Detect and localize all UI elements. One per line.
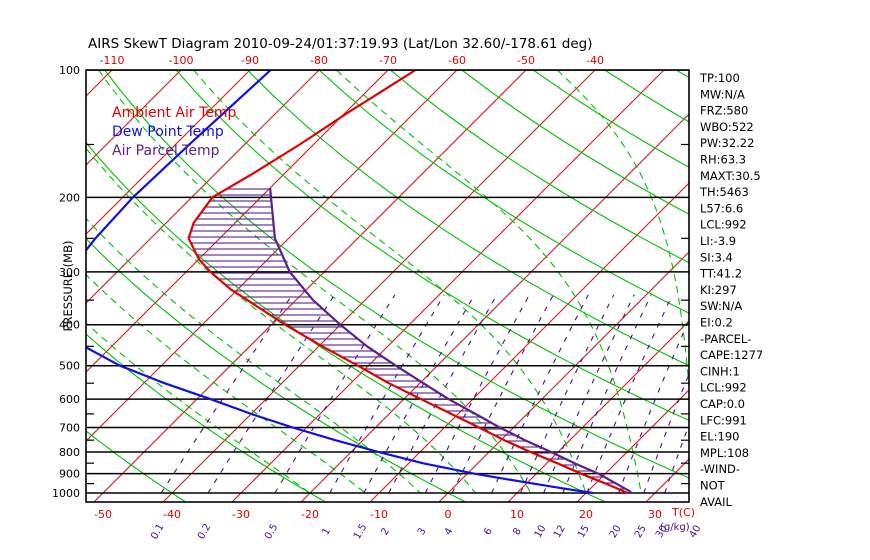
parameter-wbo: WBO:522 [700, 120, 754, 134]
top-temperature-tick-labels: -110 -100 -90 -80 -70 -60 -50 -40 [100, 54, 604, 67]
mixing-ratio-tick: 6 [482, 526, 495, 537]
top-temp-tick: -100 [169, 54, 194, 67]
parameter-l57: L57:6.6 [700, 201, 743, 215]
parameter-li: LI:-3.9 [700, 234, 736, 248]
pressure-tick-500: 500 [59, 360, 80, 373]
bottom-temperature-tick-labels: -50 -40 -30 -20 -10 0 10 20 30 [94, 508, 662, 521]
cape-hatched-area [188, 187, 631, 493]
bottom-temp-tick: 10 [510, 508, 524, 521]
mixing-ratio-tick: 3 [416, 526, 429, 537]
parameter-frz: FRZ:580 [700, 104, 748, 118]
page-title: AIRS SkewT Diagram 2010-09-24/01:37:19.9… [88, 36, 593, 52]
parameter-sw: SW:N/A [700, 299, 742, 313]
parameter-not: NOT [700, 479, 726, 493]
parameter-cinh: CINH:1 [700, 364, 740, 378]
parameter-cap: CAP:0.0 [700, 397, 745, 411]
pressure-axis: 100 200 300 400 500 600 700 800 900 1000 [52, 64, 80, 500]
bottom-temp-tick: -20 [301, 508, 319, 521]
temperature-axis-label: T(C) [671, 506, 695, 519]
parameter-pw: PW:32.22 [700, 136, 754, 150]
plot-frame [85, 69, 690, 503]
mixing-ratio-tick: 4 [443, 526, 456, 537]
top-temp-tick: -70 [379, 54, 397, 67]
legend-air-parcel-temp: Air Parcel Temp [112, 143, 220, 159]
parameter-el: EL:190 [700, 430, 740, 444]
parameter-ei: EI:0.2 [700, 316, 733, 330]
parameter-rh: RH:63.3 [700, 153, 746, 167]
parameter-tp: TP:100 [699, 71, 740, 85]
bottom-temp-tick: 20 [579, 508, 593, 521]
bottom-temp-tick: -40 [163, 508, 181, 521]
pressure-tick-1000: 1000 [52, 487, 80, 500]
top-temp-tick: -60 [448, 54, 466, 67]
parameter-lcl: LCL:992 [700, 218, 747, 232]
top-temp-tick: -110 [100, 54, 125, 67]
mixing-ratio-tick: 1 [320, 526, 333, 537]
mixing-ratio-axis-label: (g/kg) [660, 522, 690, 533]
pressure-axis-label: PRESSURE (MB) [61, 241, 75, 332]
pressure-tick-700: 700 [59, 422, 80, 435]
pressure-tick-300: 300 [59, 266, 80, 279]
bottom-temp-tick: -30 [232, 508, 250, 521]
parameter-mw: MW:N/A [700, 87, 745, 101]
parameter-parcel: -PARCEL- [700, 332, 751, 346]
pressure-tick-200: 200 [59, 191, 80, 204]
air-parcel-temp-curve [269, 187, 632, 494]
parameter-cape: CAPE:1277 [700, 348, 763, 362]
top-temp-tick: -50 [517, 54, 535, 67]
parameter-mpl: MPL:108 [700, 446, 749, 460]
pressure-tick-800: 800 [59, 446, 80, 459]
legend-ambient-air-temp: Ambient Air Temp [112, 105, 237, 121]
parameter-tt: TT:41.2 [699, 267, 742, 281]
parameter-si: SI:3.4 [700, 250, 733, 264]
bottom-temp-tick: 0 [445, 508, 452, 521]
mixing-ratio-tick: 8 [511, 526, 524, 537]
legend-dew-point-temp: Dew Point Temp [112, 124, 224, 140]
bottom-temp-tick: 30 [648, 508, 662, 521]
parameter-maxt: MAXT:30.5 [700, 169, 761, 183]
sounding-parameters-panel: TP:100 MW:N/A FRZ:580 WBO:522 PW:32.22 RH:63.… [699, 71, 763, 509]
pressure-tick-900: 900 [59, 468, 80, 481]
top-temp-tick: -80 [310, 54, 328, 67]
pressure-tick-100: 100 [59, 64, 80, 77]
bottom-temp-tick: -50 [94, 508, 112, 521]
parameter-ki: KI:297 [700, 283, 737, 297]
parameter-avail: AVAIL [700, 495, 733, 509]
mixing-ratio-tick: 2 [379, 526, 392, 537]
parameter-th: TH:5463 [699, 185, 749, 199]
ambient-air-temp-curve [187, 70, 628, 495]
bottom-temp-tick: -10 [370, 508, 388, 521]
pressure-tick-400: 400 [59, 319, 80, 332]
pressure-tick-600: 600 [59, 393, 80, 406]
top-temp-tick: -90 [241, 54, 259, 67]
top-temp-tick: -40 [586, 54, 604, 67]
parameter-lcl: LCL:992 [700, 381, 747, 395]
parameter-wind: -WIND- [700, 462, 740, 476]
parameter-lfc: LFC:991 [700, 413, 747, 427]
